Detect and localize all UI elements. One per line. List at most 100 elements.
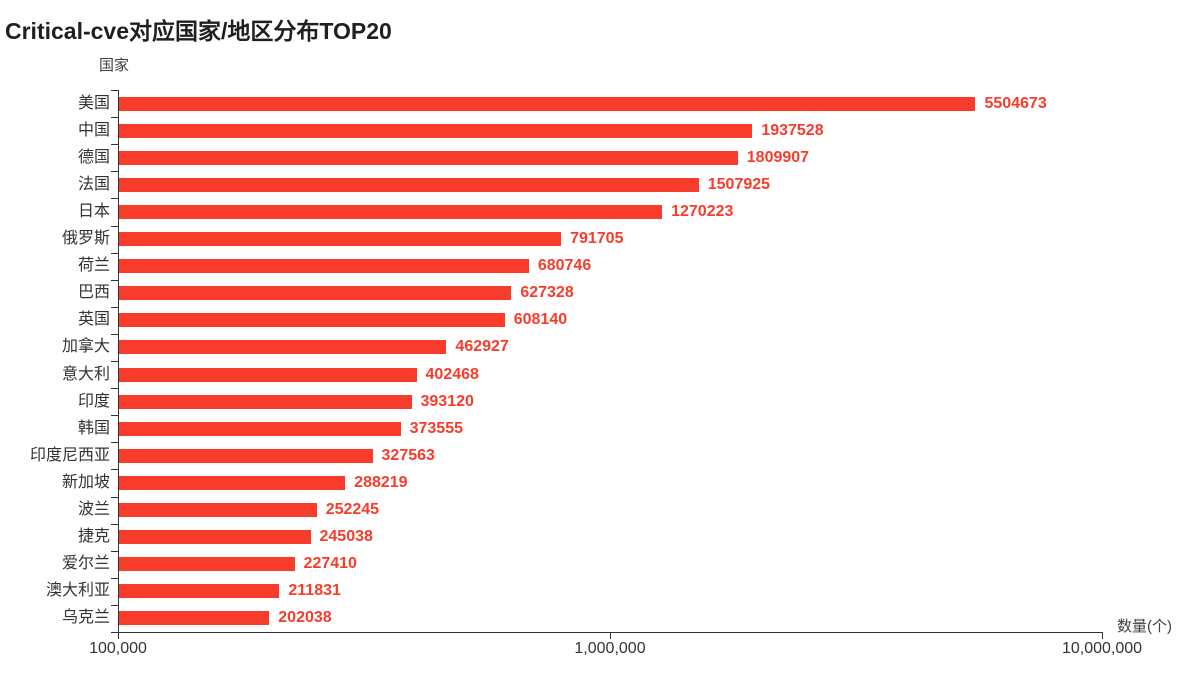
value-label: 1270223	[671, 202, 734, 220]
bar-row: 印度 393120	[0, 388, 1200, 415]
category-label: 新加坡	[61, 473, 110, 491]
bar	[119, 557, 295, 572]
value-label: 791705	[570, 230, 624, 248]
value-label: 373555	[409, 419, 463, 437]
value-label: 627328	[520, 284, 574, 302]
value-label: 680746	[537, 257, 592, 275]
value-label: 608140	[513, 311, 568, 329]
category-label: 中国	[77, 121, 110, 139]
category-label: 日本	[77, 202, 110, 220]
y-axis-tick	[111, 252, 118, 254]
category-label: 印度	[77, 392, 110, 410]
chart-title: Critical-cve对应国家/地区分布TOP20	[5, 18, 392, 44]
y-axis-tick	[111, 333, 118, 335]
y-axis-tick	[111, 496, 118, 498]
category-label: 意大利	[61, 365, 110, 383]
value-label: 245038	[319, 528, 373, 546]
value-label: 5504673	[984, 94, 1047, 112]
y-axis-tick	[111, 117, 118, 119]
bar-row: 意大利 402468	[0, 361, 1200, 388]
category-label: 乌克兰	[61, 609, 110, 627]
bar-row: 俄罗斯 791705	[0, 226, 1200, 253]
y-axis-tick	[111, 225, 118, 227]
y-axis-tick	[111, 604, 118, 606]
value-label: 1809907	[746, 148, 810, 166]
category-label: 俄罗斯	[61, 230, 110, 248]
bar	[119, 123, 753, 138]
y-axis-title: 国家	[99, 57, 130, 74]
x-axis-tick	[610, 632, 611, 639]
category-label: 印度尼西亚	[29, 446, 110, 464]
value-label: 327563	[381, 446, 435, 464]
y-axis-tick	[111, 632, 118, 633]
bar-row: 加拿大 462927	[0, 334, 1200, 361]
category-label: 捷克	[77, 528, 110, 546]
bar	[119, 394, 412, 409]
bar-row: 捷克 245038	[0, 524, 1200, 551]
bar-row: 波兰 252245	[0, 497, 1200, 524]
bar	[119, 503, 317, 518]
value-label: 393120	[420, 392, 474, 410]
category-label: 爱尔兰	[61, 555, 110, 573]
x-tick-label: 100,000	[89, 640, 147, 657]
bar	[119, 421, 401, 436]
bar	[119, 150, 738, 165]
bar	[119, 177, 699, 192]
value-label: 211831	[288, 582, 341, 600]
y-axis-tick	[111, 550, 118, 552]
y-axis-tick	[111, 415, 118, 417]
bar-row: 日本 1270223	[0, 198, 1200, 225]
y-axis-tick	[111, 198, 118, 200]
bar	[119, 313, 505, 328]
bar	[119, 611, 270, 626]
category-label: 美国	[77, 94, 110, 112]
bar-row: 荷兰 680746	[0, 253, 1200, 280]
category-label: 韩国	[77, 419, 110, 437]
bar-row: 乌克兰 202038	[0, 605, 1200, 632]
y-axis-tick	[111, 171, 118, 173]
y-axis-tick	[111, 279, 118, 281]
category-label: 德国	[77, 148, 110, 166]
x-axis-tick	[1102, 632, 1103, 639]
category-label: 澳大利亚	[45, 582, 110, 600]
value-label: 1507925	[707, 175, 771, 193]
bar	[119, 340, 447, 355]
x-tick-label: 1,000,000	[574, 640, 646, 657]
y-axis-tick	[111, 144, 118, 146]
y-axis-tick	[111, 442, 118, 444]
y-axis-tick	[111, 577, 118, 579]
bar-row: 韩国 373555	[0, 415, 1200, 442]
bar-row: 法国 1507925	[0, 171, 1200, 198]
category-label: 法国	[77, 175, 110, 193]
bar-row: 爱尔兰 227410	[0, 551, 1200, 578]
y-axis-tick	[111, 306, 118, 308]
x-axis-tick	[118, 632, 119, 639]
bar-row: 巴西 627328	[0, 280, 1200, 307]
category-label: 英国	[77, 311, 110, 329]
bar	[119, 96, 976, 111]
y-axis-line	[118, 90, 119, 632]
value-label: 402468	[425, 365, 479, 383]
bar	[119, 259, 529, 274]
value-label: 462927	[455, 338, 509, 356]
bar-row: 印度尼西亚 327563	[0, 442, 1200, 469]
bar	[119, 367, 417, 382]
bar-row: 澳大利亚 211831	[0, 578, 1200, 605]
bar	[119, 204, 663, 219]
category-label: 波兰	[77, 501, 110, 519]
y-axis-tick	[111, 361, 118, 362]
y-axis-tick	[111, 469, 118, 471]
category-label: 荷兰	[77, 257, 110, 275]
bar-row: 英国 608140	[0, 307, 1200, 334]
y-axis-tick	[111, 90, 118, 91]
value-label: 288219	[354, 473, 408, 491]
category-label: 加拿大	[61, 338, 110, 356]
bar	[119, 448, 373, 463]
category-label: 巴西	[77, 284, 110, 302]
bar	[119, 286, 512, 301]
bar-row: 中国 1937528	[0, 117, 1200, 144]
x-tick-label: 10,000,000	[1061, 640, 1143, 657]
bar-row: 德国 1809907	[0, 144, 1200, 171]
y-axis-tick	[111, 523, 118, 525]
